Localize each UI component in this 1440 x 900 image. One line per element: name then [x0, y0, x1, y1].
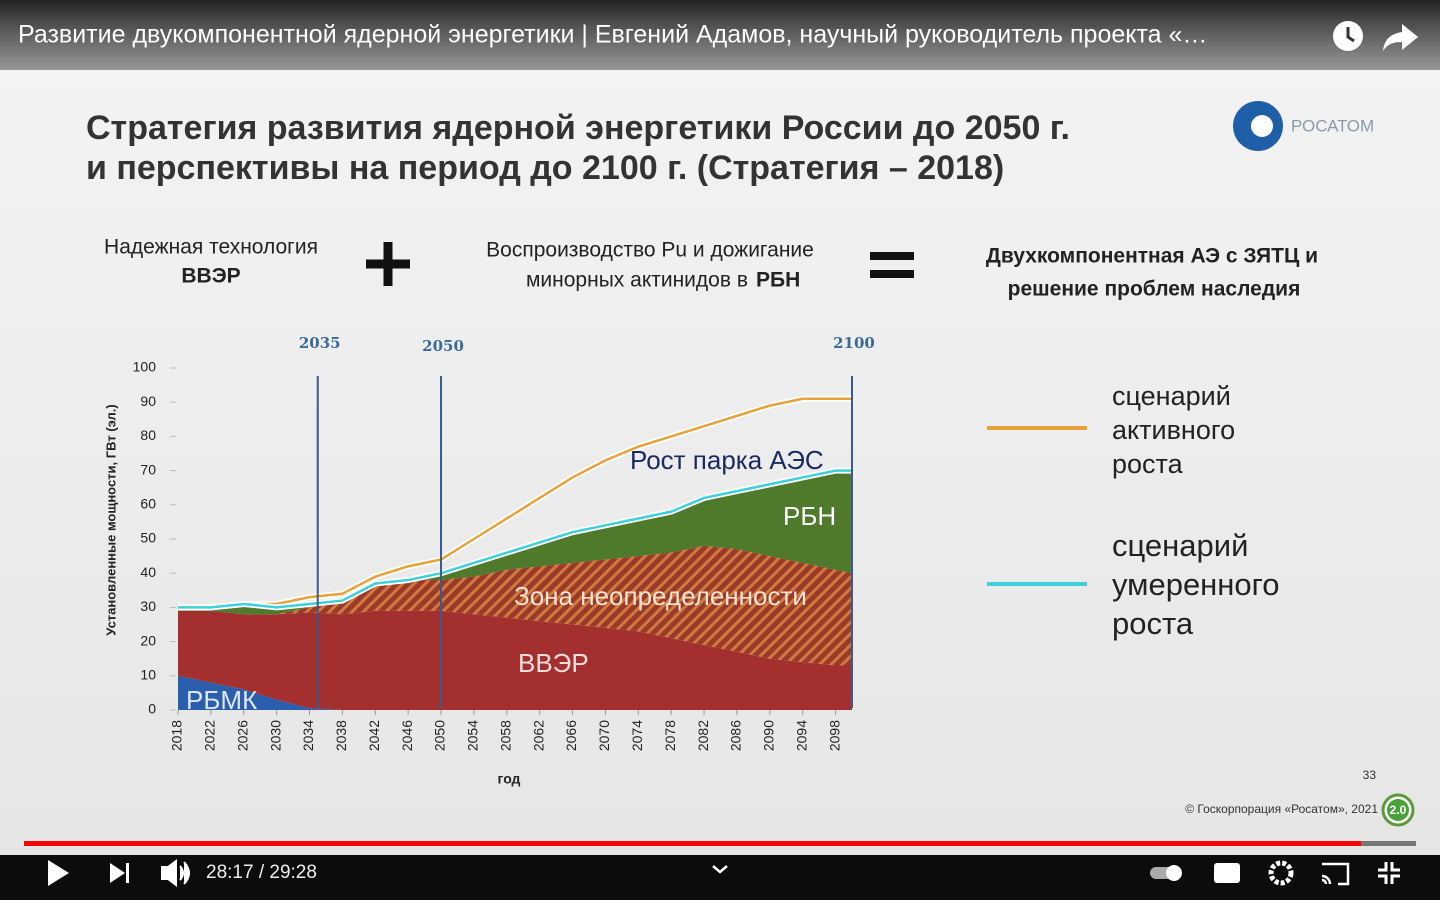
play-button[interactable] — [48, 860, 69, 886]
share[interactable] — [1383, 24, 1418, 51]
y-tick-label: 30 — [140, 598, 156, 614]
formula-text: минорных актинидов в — [526, 269, 748, 292]
logo-core — [1251, 115, 1273, 137]
x-tick-label: 2094 — [793, 720, 809, 751]
y-tick-label: 70 — [140, 461, 156, 477]
exit-fullscreen[interactable] — [1378, 862, 1400, 884]
line — [178, 397, 852, 609]
progress-played — [24, 841, 1361, 846]
x-tick-label: 2074 — [629, 720, 645, 751]
top-bar — [0, 0, 1440, 70]
milestone-label: 2100 — [833, 334, 875, 352]
x-tick-label: 2046 — [399, 720, 415, 751]
area-label: РБН — [783, 501, 836, 531]
area-label: ВВЭР — [518, 648, 589, 678]
formula-text: РБН — [756, 269, 800, 292]
equals — [870, 252, 914, 278]
clock-hand — [1346, 27, 1355, 43]
next-button[interactable] — [110, 863, 129, 883]
plus — [366, 242, 410, 286]
formula-text: Надежная технология — [104, 236, 318, 259]
area-label: РБМК — [186, 685, 257, 715]
x-tick-label: 2038 — [333, 720, 349, 751]
time-display: 28:17 / 29:28 — [206, 862, 317, 883]
x-tick-label: 2042 — [366, 720, 382, 751]
x-tick-label: 2098 — [826, 720, 842, 751]
x-tick-label: 2054 — [465, 720, 481, 751]
autoplay-knob — [1166, 865, 1182, 881]
formula-text: решение проблем наследия — [1008, 278, 1301, 301]
badge-text: 2.0 — [1390, 803, 1407, 817]
legend-label: сценарий активного роста — [1112, 381, 1236, 479]
formula-text: Воспроизводство Pu и дожигание — [486, 239, 814, 262]
x-tick-label: 2062 — [530, 720, 546, 751]
x-tick-label: 2058 — [497, 720, 513, 751]
y-tick-label: 0 — [148, 701, 156, 717]
chapters-toggle[interactable] — [712, 865, 728, 874]
area — [178, 545, 852, 666]
area — [178, 675, 852, 710]
y-tick-label: 90 — [140, 393, 156, 409]
copyright: © Госкорпорация «Росатом», 2021 — [1185, 802, 1378, 816]
x-axis-label: год — [498, 771, 521, 787]
y-tick-label: 80 — [140, 427, 156, 443]
x-tick-label: 2022 — [202, 720, 218, 751]
slide — [0, 0, 1440, 855]
formula-text: ВВЭР — [181, 265, 240, 288]
x-tick-label: 2018 — [169, 720, 185, 751]
area — [178, 610, 852, 710]
slide-title: и перспективы на период до 2100 г. (Стра… — [86, 149, 1004, 187]
logo-text: РОСАТОМ — [1291, 116, 1374, 135]
slide-title: Стратегия развития ядерной энергетики Ро… — [86, 109, 1070, 147]
y-tick-label: 100 — [133, 359, 157, 375]
x-tick-label: 2078 — [662, 720, 678, 751]
line — [178, 469, 852, 609]
annotation: Рост парка АЭС — [630, 445, 824, 475]
area-label: Зона неопределенности — [514, 581, 807, 611]
x-tick-label: 2050 — [432, 720, 448, 751]
y-tick-label: 20 — [140, 632, 156, 648]
settings-button[interactable] — [1268, 860, 1294, 886]
x-tick-label: 2070 — [596, 720, 612, 751]
x-tick-label: 2082 — [695, 720, 711, 751]
legend-label: сценарий умеренного роста — [1112, 528, 1280, 641]
badge — [1387, 799, 1409, 821]
volume-button[interactable] — [161, 859, 190, 887]
captions-button[interactable] — [1214, 863, 1240, 883]
page-number: 33 — [1363, 768, 1377, 782]
x-tick-label: 2026 — [234, 720, 250, 751]
y-tick-label: 40 — [140, 564, 156, 580]
milestone-label: 2035 — [299, 334, 341, 352]
x-tick-label: 2066 — [563, 720, 579, 751]
y-tick-label: 50 — [140, 530, 156, 546]
y-tick-label: 60 — [140, 496, 156, 512]
y-axis-label: Установленные мощности, ГВт (эл.) — [103, 404, 118, 635]
x-tick-label: 2090 — [761, 720, 777, 751]
x-tick-label: 2034 — [300, 720, 316, 751]
video-title[interactable]: Развитие двукомпонентной ядерной энергет… — [18, 21, 1207, 49]
x-tick-label: 2086 — [728, 720, 744, 751]
x-tick-label: 2030 — [267, 720, 283, 751]
cast-button[interactable] — [1321, 862, 1350, 886]
milestone-label: 2050 — [422, 337, 464, 355]
formula-text: Двухкомпонентная АЭ с ЗЯТЦ и — [986, 245, 1318, 268]
y-tick-label: 10 — [140, 667, 156, 683]
controls-bar — [0, 855, 1440, 900]
